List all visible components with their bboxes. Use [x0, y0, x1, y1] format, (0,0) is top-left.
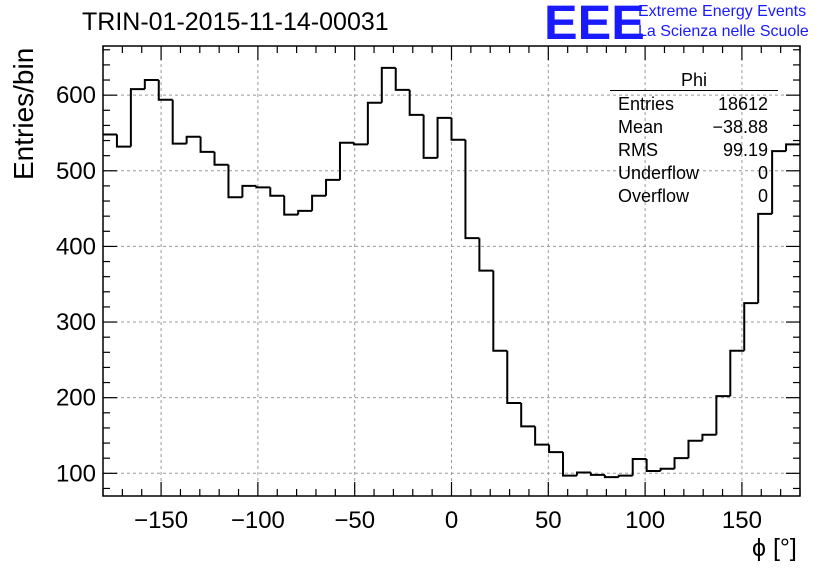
- histogram-bin: [687, 439, 703, 459]
- histogram-bin: [157, 80, 173, 101]
- stats-label: Underflow: [618, 163, 700, 183]
- stats-label: Entries: [618, 94, 675, 114]
- stats-row-rms: RMS 99.19: [610, 139, 778, 162]
- stats-value: −38.88: [712, 117, 768, 137]
- histogram-bin: [785, 143, 800, 152]
- x-tick-label: −50: [334, 507, 375, 534]
- histogram-bin: [715, 395, 731, 435]
- histogram-bin: [143, 79, 159, 90]
- x-axis-label: ϕ [°]: [752, 534, 797, 562]
- histogram-bin: [297, 209, 313, 215]
- histogram-bin: [645, 458, 661, 473]
- stats-label: Mean: [618, 117, 664, 137]
- x-tick-label: −150: [134, 507, 188, 534]
- histogram-bin: [338, 141, 354, 180]
- histogram-bin: [366, 101, 382, 145]
- histogram-bin: [450, 117, 466, 141]
- histogram-bin: [631, 457, 647, 476]
- x-tick-label: 150: [722, 507, 762, 534]
- histogram-bin: [589, 472, 605, 476]
- histogram-bin: [311, 194, 327, 211]
- histogram-bin: [436, 116, 452, 158]
- grid-lines: [103, 46, 800, 496]
- histogram-bin: [213, 151, 229, 166]
- x-tick-label: −100: [231, 507, 285, 534]
- histogram-bin: [352, 142, 368, 146]
- histogram-bin: [548, 444, 564, 454]
- x-tick-label: 100: [625, 507, 665, 534]
- histogram-bin: [562, 452, 577, 477]
- stats-value: 0: [757, 186, 768, 206]
- y-tick-label: 100: [56, 460, 96, 487]
- histogram-bin: [227, 164, 243, 199]
- histogram-bin: [617, 474, 633, 478]
- histogram-bin: [241, 184, 257, 198]
- stats-row-mean: Mean −38.88: [610, 116, 778, 139]
- y-tick-label: 200: [56, 385, 96, 412]
- stats-title: Phi: [610, 70, 778, 91]
- stats-label: Overflow: [618, 186, 690, 206]
- histogram-bin: [520, 402, 536, 428]
- stats-row-overflow: Overflow 0: [610, 185, 778, 208]
- histogram-bin: [325, 178, 340, 196]
- histogram-bin: [464, 139, 480, 240]
- histogram-bin: [492, 270, 508, 352]
- y-axis-label: Entries/bin: [8, 47, 39, 180]
- y-tick-label: 600: [56, 82, 96, 109]
- histogram-bin: [269, 187, 285, 197]
- histogram-bin: [115, 134, 131, 148]
- histogram-bin: [506, 350, 522, 404]
- stats-label: RMS: [618, 140, 658, 160]
- histogram-bin: [185, 135, 201, 144]
- histogram-bin: [757, 212, 773, 304]
- brand-line-1: Extreme Energy Events: [638, 3, 807, 20]
- histogram-bin: [701, 433, 717, 441]
- y-tick-label: 500: [56, 158, 96, 185]
- stats-value: 18612: [717, 94, 768, 114]
- histogram-bin: [575, 471, 591, 476]
- histogram-bin: [255, 185, 271, 189]
- histogram-bin: [771, 150, 787, 214]
- axis-ticks: [102, 46, 801, 496]
- stats-value: 0: [757, 163, 768, 183]
- histogram-bin: [534, 426, 550, 446]
- x-tick-label: 50: [535, 507, 562, 534]
- histogram-bin: [743, 302, 759, 351]
- histogram-series: [103, 66, 800, 479]
- eee-logo: EEE: [544, 0, 645, 50]
- y-tick-label: 400: [56, 233, 96, 260]
- histogram-bin: [394, 67, 410, 91]
- stats-row-underflow: Underflow 0: [610, 162, 778, 185]
- y-tick-label: 300: [56, 309, 96, 336]
- stats-value: 99.19: [722, 140, 768, 160]
- stats-row-entries: Entries 18612: [610, 93, 778, 116]
- histogram-bin: [673, 457, 689, 469]
- histogram-bin: [171, 99, 187, 145]
- histogram-bin: [729, 349, 745, 397]
- histogram-bin: [380, 66, 396, 103]
- histogram-bin: [478, 238, 494, 272]
- histogram-bin: [659, 467, 675, 472]
- histogram-bin: [129, 88, 145, 147]
- run-title: TRIN-01-2015-11-14-00031: [82, 8, 389, 36]
- brand-line-2: La Scienza nelle Scuole: [638, 23, 809, 40]
- histogram-bin: [603, 474, 619, 479]
- histogram-bin: [408, 89, 424, 116]
- x-tick-label: 0: [445, 507, 458, 534]
- stats-box: Phi Entries 18612 Mean −38.88 RMS 99.19 …: [610, 70, 778, 208]
- histogram-bin: [422, 114, 438, 159]
- axis-tick-labels: −150 −100 −50 0 50 100 150 100 200 300 400 500 600: [56, 82, 762, 534]
- histogram-bin: [199, 136, 215, 153]
- histogram-bin: [283, 195, 299, 216]
